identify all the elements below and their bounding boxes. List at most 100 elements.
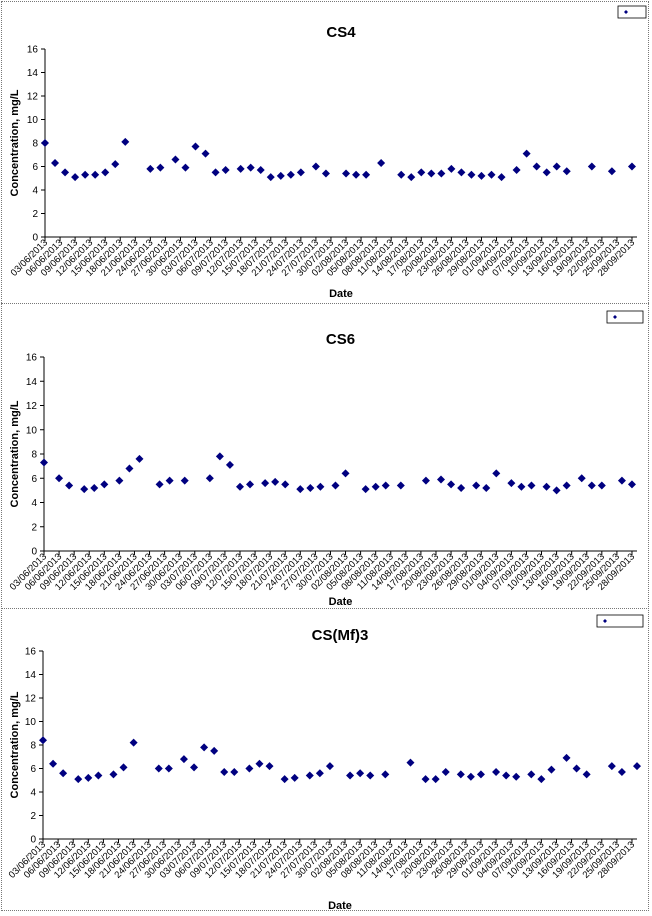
data-point [407,173,416,182]
data-point [366,771,375,780]
data-point [522,149,531,158]
legend-marker [624,10,628,14]
data-point [457,168,466,177]
data-point [164,764,173,773]
data-point [146,164,155,173]
data-point [296,168,305,177]
data-point [51,158,60,167]
data-point [552,486,561,495]
data-point [477,171,486,180]
data-point [542,168,551,177]
y-tick-label: 4 [30,788,36,799]
y-tick-label: 0 [31,547,37,558]
data-point [40,458,48,467]
legend-box [596,614,644,628]
y-axis-label: Concentration, mg/L [9,691,21,798]
data-point [84,773,93,782]
data-point [71,173,80,182]
data-point [100,480,109,489]
data-point [597,481,606,490]
y-tick-label: 14 [27,68,39,79]
data-point [181,163,190,172]
data-point [265,762,274,771]
data-point [90,483,99,492]
data-point [562,753,571,762]
data-point [311,162,320,171]
data-point [417,168,426,177]
panel-divider [1,303,649,304]
y-tick-label: 6 [31,474,37,485]
data-point [246,480,255,489]
data-point [617,768,626,777]
data-point [467,170,476,179]
data-point [315,769,324,778]
data-point [236,164,245,173]
data-point [235,482,244,491]
data-point [111,160,120,169]
data-point [119,763,128,772]
data-point [512,772,521,781]
y-tick-label: 16 [27,45,39,56]
y-tick-label: 8 [30,741,36,752]
data-point [101,168,110,177]
data-point [81,170,90,179]
data-point [427,169,436,178]
data-point [527,770,536,779]
data-point [280,775,289,784]
data-point [61,168,70,177]
y-axis-label: Concentration, mg/L [9,400,21,507]
data-point [562,167,571,176]
data-point [55,474,64,483]
data-point [607,167,616,176]
x-axis-label: Date [329,288,353,300]
panel-divider [1,608,649,609]
data-point [255,759,264,768]
data-point [39,736,47,745]
data-point [552,162,561,171]
data-point [215,452,224,461]
data-point [331,481,340,490]
data-point [221,166,230,175]
legend-marker [613,315,617,319]
data-point [447,164,456,173]
data-point [587,162,596,171]
data-point [290,773,299,782]
y-tick-label: 10 [26,425,38,436]
data-point [587,481,596,490]
y-tick-label: 8 [32,139,38,150]
data-point [135,454,144,463]
y-tick-label: 2 [31,522,37,533]
data-point [155,480,164,489]
data-point [381,770,390,779]
data-point [507,479,516,488]
chart-title: CS4 [326,24,356,41]
data-point [421,476,430,485]
data-point [377,158,386,167]
data-point [527,481,536,490]
data-point [180,476,189,485]
data-point [607,762,616,771]
data-point [441,768,450,777]
data-point [321,169,330,178]
legend-box [606,310,644,324]
data-point [487,170,496,179]
data-point [437,169,446,178]
data-point [502,771,511,780]
data-point [627,162,636,171]
data-point [211,168,220,177]
y-tick-label: 0 [32,233,38,244]
data-point [356,769,365,778]
data-point [447,480,456,489]
data-point [512,166,521,175]
data-point [220,768,229,777]
y-tick-label: 16 [25,647,37,658]
data-point [286,170,295,179]
data-point [437,475,446,484]
data-point [572,764,581,773]
data-point [472,481,481,490]
y-tick-label: 14 [26,377,38,388]
y-tick-label: 2 [30,811,36,822]
